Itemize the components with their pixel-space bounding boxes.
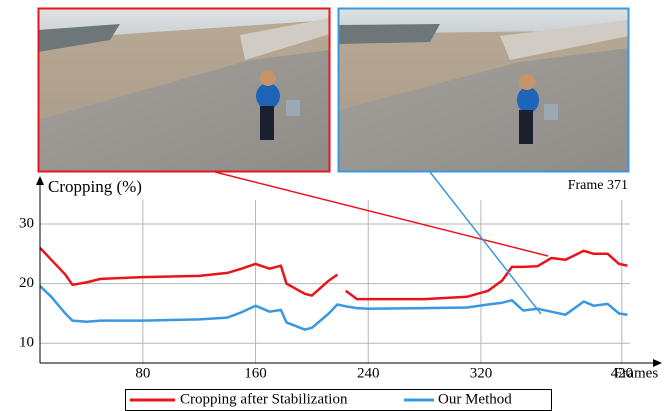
series-line bbox=[40, 248, 628, 299]
photo-right bbox=[338, 8, 629, 172]
annotation: Frame 371 bbox=[568, 178, 628, 193]
connector bbox=[215, 172, 548, 256]
x-tick-label: 320 bbox=[470, 365, 493, 381]
photo-left bbox=[38, 8, 330, 172]
legend-label: Cropping after Stabilization bbox=[180, 391, 348, 407]
plot bbox=[40, 248, 628, 330]
series-line bbox=[40, 286, 628, 330]
figure: 10203080160240320420 Cropping (%) Frames… bbox=[0, 0, 669, 411]
axis-arrow bbox=[36, 176, 44, 185]
x-tick-label: 160 bbox=[244, 365, 267, 381]
x-tick-label: 240 bbox=[357, 365, 380, 381]
y-axis-label: Cropping (%) bbox=[48, 177, 142, 196]
y-tick-label: 10 bbox=[19, 335, 34, 351]
x-axis-label: Frames bbox=[614, 365, 658, 381]
legend-items: Cropping after Stabilization Our Method bbox=[130, 391, 512, 407]
y-tick-label: 20 bbox=[19, 275, 34, 291]
x-tick-label: 80 bbox=[135, 365, 150, 381]
legend-label: Our Method bbox=[438, 391, 512, 407]
y-tick-label: 30 bbox=[19, 215, 34, 231]
